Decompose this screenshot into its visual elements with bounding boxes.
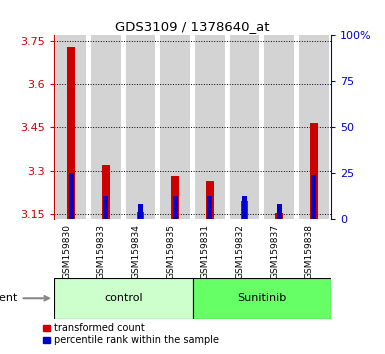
Bar	[161, 35, 190, 219]
Title: GDS3109 / 1378640_at: GDS3109 / 1378640_at	[115, 20, 270, 33]
Bar	[299, 35, 328, 219]
Bar	[241, 201, 248, 219]
Bar	[173, 196, 177, 219]
Bar	[275, 213, 283, 219]
Bar	[242, 196, 247, 219]
Bar	[126, 35, 155, 219]
Text: GSM159832: GSM159832	[236, 224, 244, 279]
Bar	[137, 212, 144, 219]
Text: agent: agent	[0, 293, 49, 303]
Bar	[208, 196, 212, 219]
Bar	[102, 165, 110, 219]
Bar	[69, 173, 74, 219]
Bar	[277, 204, 281, 219]
Text: Sunitinib: Sunitinib	[237, 293, 286, 303]
Text: GSM159834: GSM159834	[132, 224, 141, 279]
Text: GSM159838: GSM159838	[305, 224, 314, 279]
Text: GSM159833: GSM159833	[97, 224, 106, 279]
Text: GSM159835: GSM159835	[166, 224, 175, 279]
Bar	[230, 35, 259, 219]
Bar	[264, 35, 294, 219]
Text: GSM159837: GSM159837	[270, 224, 279, 279]
Text: control: control	[104, 293, 142, 303]
Bar	[91, 35, 121, 219]
Bar	[104, 196, 108, 219]
Text: GSM159831: GSM159831	[201, 224, 210, 279]
Bar	[192, 278, 331, 319]
Bar	[310, 123, 318, 219]
Bar	[206, 181, 214, 219]
Bar	[67, 47, 75, 219]
Bar	[54, 278, 192, 319]
Bar	[311, 175, 316, 219]
Text: GSM159830: GSM159830	[62, 224, 71, 279]
Bar	[195, 35, 224, 219]
Bar	[57, 35, 86, 219]
Legend: transformed count, percentile rank within the sample: transformed count, percentile rank withi…	[44, 324, 219, 346]
Bar	[171, 176, 179, 219]
Bar	[138, 204, 143, 219]
